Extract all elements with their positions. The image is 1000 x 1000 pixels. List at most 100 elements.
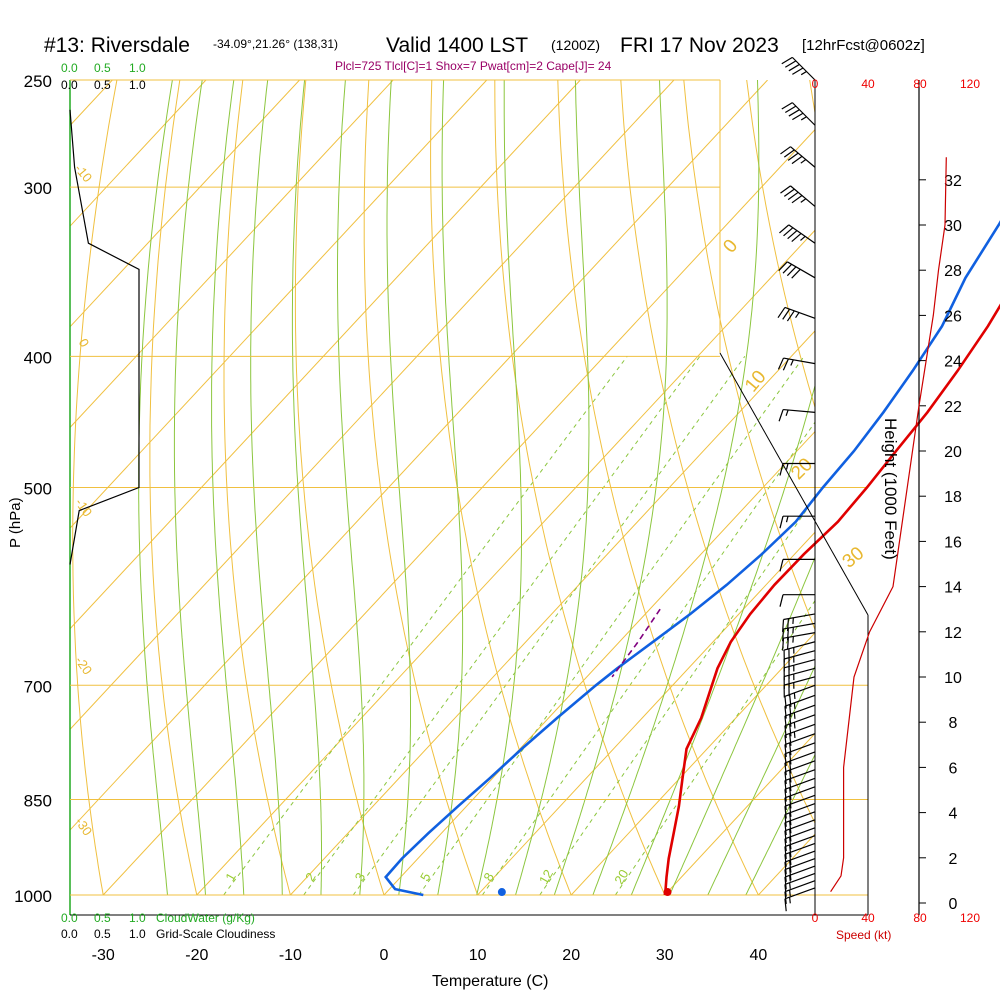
wind-barb-flag [789,742,792,756]
wind-barb-flag [789,723,792,737]
y-tick-label-250: 250 [24,72,52,91]
dry-adiabat-0 [294,80,385,895]
mixing-ratio-2 [303,356,701,895]
wind-barb-flag [789,812,792,826]
wind-barb-flag [788,109,800,117]
wind-barb-flag [777,307,786,319]
isotherm-30 [664,732,815,895]
dewpoint-line [384,220,1000,897]
wind-barb-half-flag [800,116,807,121]
wind-barb-flag [782,358,789,371]
wind-barb-shaft [784,865,816,878]
moist-adiabat-4 [386,80,411,895]
wind-barb-26 [784,733,816,757]
wind-barb-shaft [791,56,816,81]
wind-barb-flag [778,409,784,422]
wind-barb-flag [779,594,784,607]
height-tick-label-8: 8 [949,715,958,732]
wind-barb-half-flag [800,198,807,203]
wind-barb-flag [784,753,787,767]
wind-barb-flag [787,152,799,161]
cloud-bottom-tick-black-1: 0.5 [94,927,111,941]
wind-barb-5 [778,261,816,279]
isotherm-50 [852,80,1000,895]
wind-barb-1 [781,102,816,126]
wind-barb-flag [786,628,790,641]
wind-barb-3 [780,185,816,207]
wind-barb-shaft [783,650,816,660]
moist-adiabat-36 [707,664,815,895]
wind-barb-29 [784,760,816,785]
speed-bottom-label-120: 120 [960,911,980,925]
temperature-line [663,303,1000,896]
wind-barb-8 [778,408,816,422]
wind-barb-flag [789,770,792,783]
wind-barb-flag [791,195,803,204]
height-tick-label-22: 22 [944,399,962,416]
wind-barb-38 [784,835,816,859]
wind-barb-37 [784,827,816,852]
wind-barb-22 [784,694,816,719]
wind-barb-half-flag [793,692,796,700]
wind-barb-half-flag [789,882,791,889]
mixing-ratio-label-2: 2 [302,870,319,884]
wind-barb-30 [784,769,816,793]
wind-barb-shaft [784,811,816,824]
height-tick-label-20: 20 [944,444,962,461]
wind-barb-flag [784,716,787,729]
wind-barb-half-flag [790,359,794,366]
moist-adiabat-28 [630,383,815,895]
moist-adiabat--20 [138,80,173,895]
wind-barb-shaft [784,694,816,707]
y-axis-title: P (hPa) [7,497,24,548]
wind-barb-shaft [784,887,816,900]
wind-barb-flag [789,844,792,858]
moist-adiabat-32 [669,556,815,895]
wind-barb-flag [782,628,785,642]
height-tick-label-28: 28 [944,263,962,280]
height-axis-title: Height (1000 Feet) [881,418,900,560]
dry-adiabat-10 [363,80,479,895]
wind-barb-shaft [784,880,816,893]
moist-adiabat-8 [437,80,464,895]
speed-bottom-label-0: 0 [812,911,819,925]
wind-barb-25 [784,723,816,748]
dry-adiabat-70 [746,80,815,409]
cloudwater-label: CloudWater (g/Kg) [156,911,255,925]
wind-barb-half-flag [789,889,791,897]
height-tick-label-10: 10 [944,670,962,687]
wind-barb-half-flag [800,71,807,76]
wind-barb-shaft [784,794,816,807]
wind-barb-24 [784,714,816,739]
wind-barb-flag [784,762,787,776]
wind-barb-shaft [784,777,816,790]
wind-barb-41 [784,858,816,882]
height-tick-label-16: 16 [944,534,962,551]
wind-barb-44 [784,880,816,905]
cloud-top-tick-green-0: 0.0 [61,61,78,75]
wind-barb-flag [786,618,790,632]
mixing-ratio-label-12: 12 [536,867,556,887]
cloud-top-tick-black-2: 1.0 [129,78,146,92]
wind-barb-shaft [786,261,816,279]
wind-barb-0 [781,56,816,81]
wind-barb-10 [779,515,815,529]
wind-barb-23 [784,704,816,729]
header-utc: (1200Z) [551,37,600,53]
wind-barb-32 [784,786,816,811]
mixing-ratio-8 [481,421,815,895]
wind-barb-flag [789,860,792,873]
wind-barb-flag [784,838,787,852]
wind-barb-flag [783,188,795,197]
y-tick-label-850: 850 [24,791,52,810]
wind-barb-flag [788,63,800,72]
wind-barb-shaft [783,622,816,630]
wind-barb-half-flag [800,235,806,241]
wind-barb-flag [784,771,787,785]
y-tick-label-300: 300 [24,179,52,198]
mixing-ratio-12 [539,496,815,895]
x-tick-label--30: -30 [92,947,115,964]
wind-barb-shaft [784,872,816,885]
wind-barb-shaft [784,760,816,773]
wind-barb-flag [784,884,787,897]
